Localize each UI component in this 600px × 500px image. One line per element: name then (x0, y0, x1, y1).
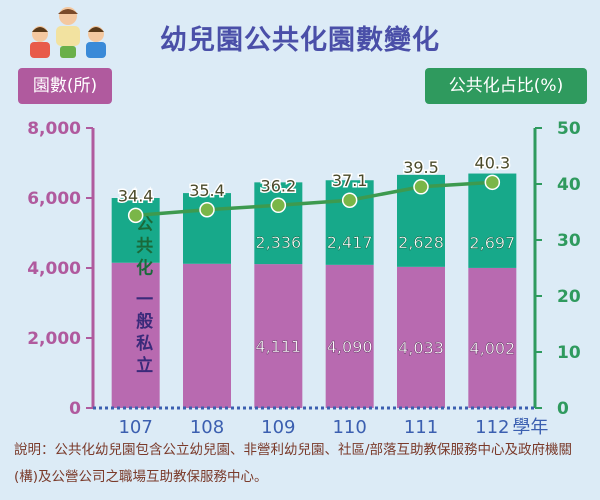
bar-private (183, 263, 231, 408)
right-tick-label: 30 (557, 231, 581, 251)
bar-private (325, 264, 374, 408)
x-tick-label: 107 (118, 417, 152, 438)
bar-public-label: 2,628 (398, 233, 444, 252)
share-marker (341, 192, 358, 208)
bar-private-label: 4,033 (398, 338, 444, 357)
bar-public-label: 2,697 (469, 233, 515, 252)
share-label: 35.4 (189, 181, 225, 200)
left-tick-label: 0 (69, 399, 81, 419)
x-tick-label: 109 (261, 417, 295, 438)
share-marker (199, 202, 215, 218)
left-axis-label: 園數(所) (18, 68, 112, 104)
x-unit-label: 學年 (512, 417, 548, 438)
share-marker (484, 174, 501, 191)
x-tick-label: 111 (404, 417, 438, 438)
left-tick-label: 6,000 (27, 189, 81, 209)
footnote: 說明：公共化幼兒園包含公立幼兒園、非營利幼兒園、社區/部落互助教保服務中心及政府… (14, 442, 573, 485)
bar-public-label: 2,417 (327, 233, 373, 252)
share-label: 36.2 (261, 176, 297, 195)
right-tick-label: 20 (557, 287, 581, 307)
share-marker (270, 197, 287, 214)
public-in-bar-label: 化 (136, 258, 153, 279)
share-label: 34.4 (118, 186, 154, 205)
share-label: 39.5 (403, 158, 439, 177)
bar-public (254, 182, 303, 265)
private-in-bar-label: 私 (136, 334, 153, 354)
bar-private (397, 266, 445, 408)
bar-private (111, 262, 160, 408)
children-illustration (30, 7, 106, 58)
right-tick-label: 40 (557, 175, 581, 195)
chart-title: 幼兒園公共化園數變化 (160, 25, 440, 56)
share-marker (413, 179, 429, 195)
bar-private-label: 4,090 (327, 337, 373, 356)
right-tick-label: 10 (557, 343, 581, 363)
right-tick-label: 0 (557, 399, 569, 419)
x-tick-label: 108 (190, 417, 224, 438)
bar-public-label: 2,336 (255, 233, 301, 252)
left-tick-label: 8,000 (27, 119, 81, 139)
x-tick-label: 110 (332, 417, 366, 438)
share-marker (127, 207, 144, 224)
right-tick-label: 50 (557, 119, 581, 139)
bar-private (468, 267, 517, 408)
private-in-bar-label: 般 (136, 311, 153, 332)
left-tick-label: 2,000 (27, 329, 81, 349)
share-label: 37.1 (332, 171, 368, 190)
public-in-bar-label: 共 (136, 237, 153, 257)
bar-private-label: 4,002 (469, 339, 515, 358)
private-in-bar-label: 立 (136, 355, 153, 376)
bar-private-label: 4,111 (255, 337, 301, 356)
right-axis-label: 公共化占比(%) (425, 68, 587, 104)
share-line (135, 180, 493, 218)
left-tick-label: 4,000 (27, 259, 81, 279)
bar-private (254, 264, 303, 408)
x-tick-label: 112 (475, 417, 509, 438)
private-in-bar-label: 一 (136, 290, 153, 310)
share-label: 40.3 (475, 153, 511, 172)
